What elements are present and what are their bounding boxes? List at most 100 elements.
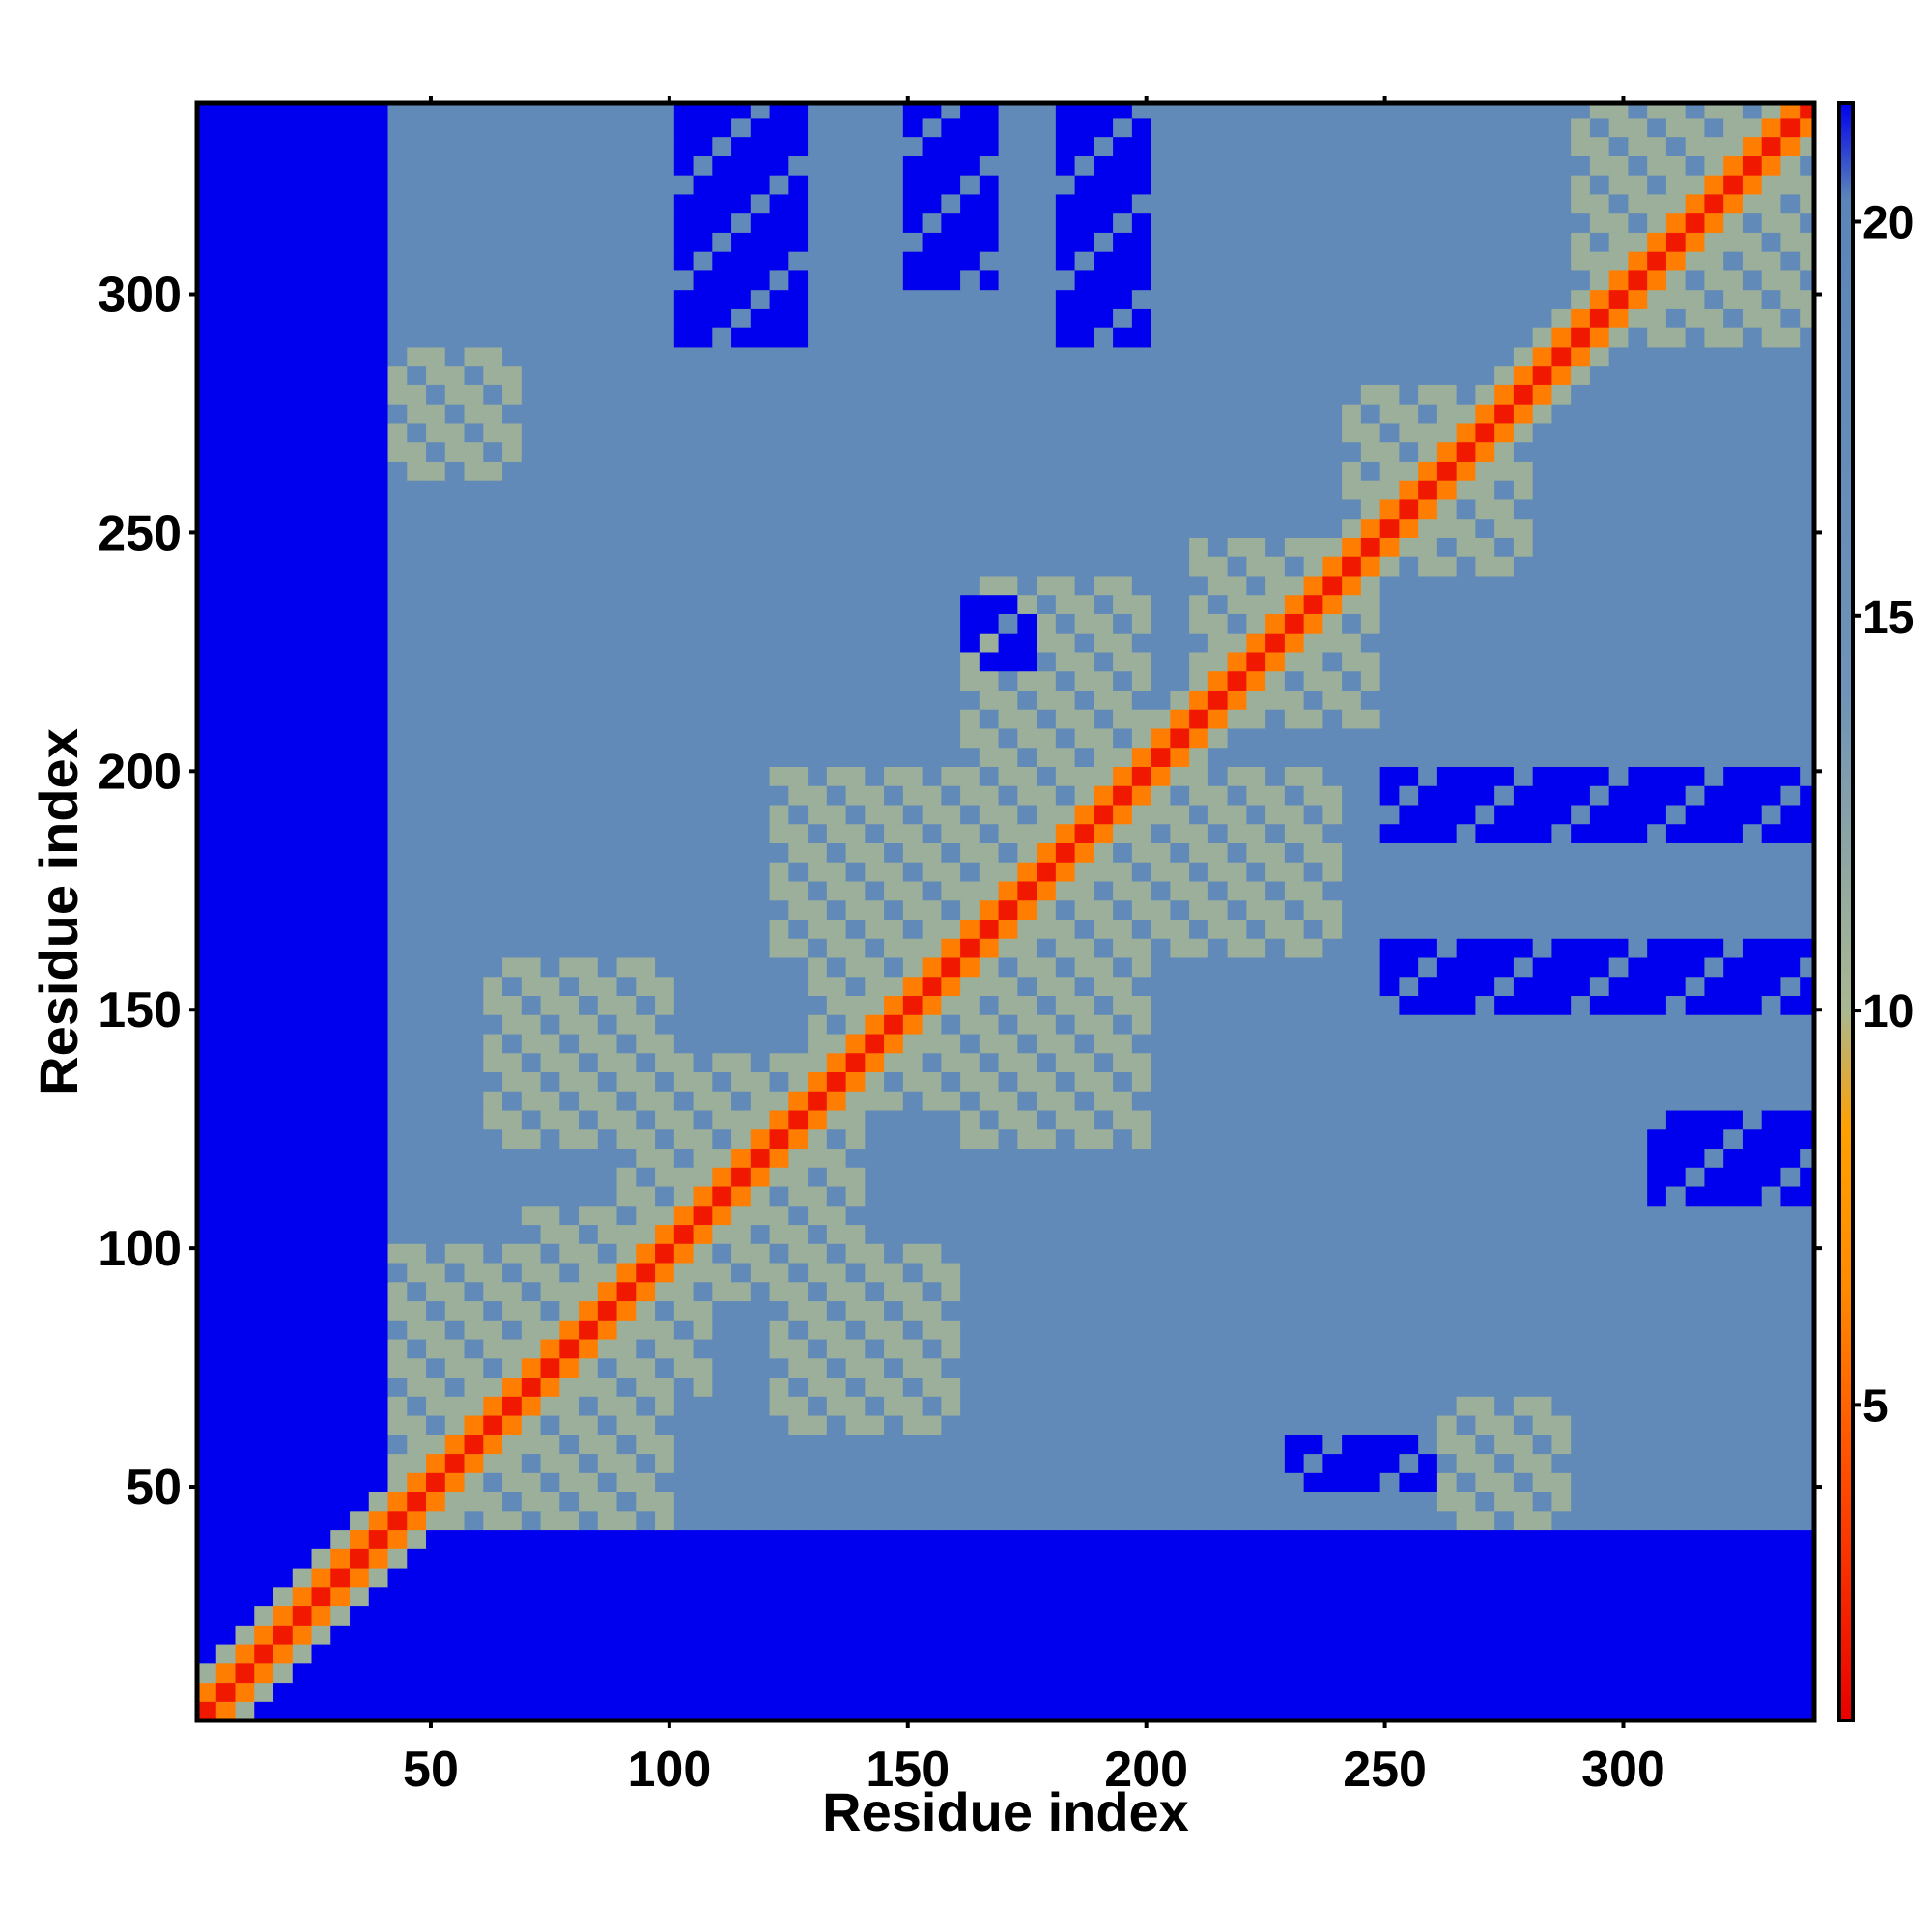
heatmap-cell bbox=[1723, 1414, 1744, 1435]
heatmap-cell bbox=[731, 880, 752, 901]
heatmap-cell bbox=[1170, 1224, 1190, 1244]
heatmap-cell bbox=[1685, 1396, 1706, 1416]
heatmap-cell bbox=[1037, 1643, 1057, 1664]
heatmap-cell bbox=[826, 1167, 847, 1187]
heatmap-cell bbox=[197, 1491, 217, 1512]
heatmap-cell bbox=[444, 1472, 466, 1492]
heatmap-cell bbox=[1704, 1205, 1724, 1226]
heatmap-cell bbox=[521, 976, 542, 997]
heatmap-cell bbox=[1055, 842, 1076, 863]
heatmap-cell bbox=[235, 880, 255, 901]
heatmap-cell bbox=[1284, 785, 1305, 806]
heatmap-cell bbox=[1761, 1281, 1782, 1302]
heatmap-cell bbox=[521, 766, 542, 786]
heatmap-cell bbox=[1037, 651, 1057, 672]
heatmap-cell bbox=[444, 747, 466, 767]
heatmap-cell bbox=[1800, 899, 1814, 920]
heatmap-cell bbox=[483, 1033, 503, 1054]
heatmap-cell bbox=[1055, 1320, 1076, 1340]
heatmap-cell bbox=[1704, 1052, 1724, 1073]
heatmap-cell bbox=[368, 1033, 389, 1054]
heatmap-cell bbox=[1322, 1453, 1343, 1473]
heatmap-cell bbox=[902, 1091, 923, 1111]
heatmap-cell bbox=[731, 1167, 752, 1187]
heatmap-cell bbox=[1246, 1662, 1266, 1684]
heatmap-cell bbox=[1685, 1491, 1706, 1512]
heatmap-cell bbox=[273, 1338, 294, 1359]
heatmap-cell bbox=[788, 651, 809, 672]
heatmap-cell bbox=[502, 1052, 523, 1073]
heatmap-cell bbox=[387, 956, 408, 978]
heatmap-cell bbox=[311, 651, 331, 672]
heatmap-cell bbox=[826, 938, 847, 958]
heatmap-cell bbox=[1055, 1529, 1076, 1549]
heatmap-cell bbox=[464, 976, 484, 997]
heatmap-cell bbox=[330, 1357, 351, 1378]
heatmap-cell bbox=[292, 1052, 313, 1073]
heatmap-cell bbox=[521, 1414, 542, 1435]
heatmap-cell bbox=[998, 1052, 1018, 1073]
heatmap-cell bbox=[197, 938, 217, 958]
heatmap-cell bbox=[769, 880, 789, 901]
heatmap-cell bbox=[1227, 842, 1247, 863]
heatmap-cell bbox=[597, 727, 618, 749]
heatmap-cell bbox=[464, 1300, 484, 1321]
heatmap-cell bbox=[1628, 1377, 1648, 1397]
heatmap-cell bbox=[808, 1377, 828, 1397]
heatmap-cell bbox=[1284, 1586, 1305, 1607]
heatmap-cell bbox=[1628, 1625, 1648, 1645]
heatmap-cell bbox=[1628, 1643, 1648, 1664]
heatmap-cell bbox=[368, 1453, 389, 1473]
heatmap-cell bbox=[1418, 1682, 1438, 1702]
heatmap-cell bbox=[1360, 976, 1381, 997]
heatmap-cell bbox=[1208, 1625, 1229, 1645]
heatmap-cell bbox=[1399, 1396, 1419, 1416]
heatmap-cell bbox=[540, 862, 560, 882]
heatmap-cell bbox=[902, 1605, 923, 1626]
heatmap-cell bbox=[616, 1091, 637, 1111]
heatmap-cell bbox=[540, 1548, 560, 1569]
heatmap-cell bbox=[1418, 1071, 1438, 1092]
heatmap-cell bbox=[292, 1185, 313, 1207]
heatmap-cell bbox=[1113, 995, 1133, 1015]
heatmap-cell bbox=[1418, 899, 1438, 920]
heatmap-cell bbox=[1723, 1128, 1744, 1150]
heatmap-cell bbox=[273, 1434, 294, 1455]
heatmap-cell bbox=[483, 1300, 503, 1321]
heatmap-cell bbox=[1094, 1014, 1114, 1035]
heatmap-cell bbox=[502, 1586, 523, 1607]
heatmap-cell bbox=[1246, 690, 1266, 710]
heatmap-cell bbox=[1246, 1071, 1266, 1092]
heatmap-cell bbox=[1418, 1109, 1438, 1130]
heatmap-cell bbox=[1800, 785, 1814, 806]
heatmap-cell bbox=[1379, 1320, 1400, 1340]
heatmap-cell bbox=[1571, 995, 1591, 1015]
heatmap-cell bbox=[941, 709, 961, 729]
heatmap-cell bbox=[444, 1643, 466, 1664]
heatmap-cell bbox=[673, 1262, 695, 1283]
heatmap-cell bbox=[922, 1472, 942, 1492]
heatmap-cell bbox=[1399, 1128, 1419, 1150]
heatmap-cell bbox=[941, 995, 961, 1015]
heatmap-cell bbox=[1399, 1701, 1419, 1720]
heatmap-cell bbox=[1475, 1491, 1495, 1512]
heatmap-cell bbox=[1723, 880, 1744, 901]
heatmap-cell bbox=[731, 1071, 752, 1092]
heatmap-cell bbox=[579, 919, 599, 939]
heatmap-cell bbox=[579, 938, 599, 958]
heatmap-cell bbox=[1665, 842, 1687, 863]
heatmap-cell bbox=[464, 1625, 484, 1645]
heatmap-cell bbox=[368, 956, 389, 978]
heatmap-cell bbox=[1113, 1472, 1133, 1492]
heatmap-cell bbox=[407, 1109, 427, 1130]
heatmap-cell bbox=[1055, 785, 1076, 806]
heatmap-cell bbox=[712, 1682, 732, 1702]
heatmap-cell bbox=[579, 1224, 599, 1244]
heatmap-cell bbox=[254, 1548, 274, 1569]
heatmap-cell bbox=[1665, 1033, 1687, 1054]
heatmap-cell bbox=[655, 1033, 675, 1054]
heatmap-cell bbox=[788, 823, 809, 843]
heatmap-cell bbox=[902, 785, 923, 806]
heatmap-cell bbox=[1532, 976, 1552, 997]
heatmap-cell bbox=[673, 633, 695, 653]
